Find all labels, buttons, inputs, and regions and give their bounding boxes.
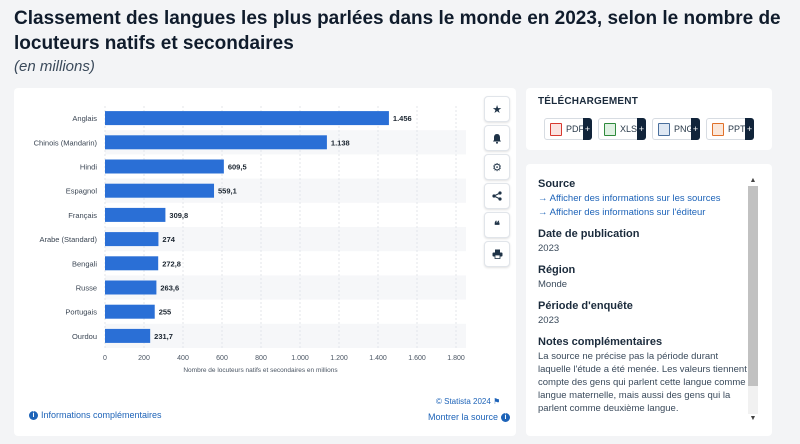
bar [105,111,389,126]
publisher-info-link[interactable]: → Afficher des informations sur l'éditeu… [538,207,706,218]
value-label: 309,8 [169,211,188,220]
date-value: 2023 [538,243,560,254]
scroll-thumb[interactable] [748,186,758,386]
x-tick-label: 1.600 [408,355,426,362]
scroll-up-icon[interactable]: ▲ [749,177,757,184]
page-subtitle: (en millions) [14,58,95,75]
copyright-link[interactable]: © Statista 2024 ⚑ [436,397,501,406]
x-tick-label: 200 [138,355,150,362]
bar [105,159,224,174]
x-tick-label: 1.800 [447,355,465,362]
plus-icon: + [691,118,700,140]
scroll-down-icon[interactable]: ▼ [749,415,757,422]
value-label: 231,7 [154,332,173,341]
source-panel: Source → Afficher des informations sur l… [526,164,772,436]
x-tick-label: 1.200 [330,355,348,362]
value-label: 272,8 [162,259,181,268]
chart-card: Anglais 1.456 Chinois (Mandarin) 1.138 Hindi… [14,88,516,436]
download-pdf-button[interactable]: PDF + [544,118,592,140]
bar [105,232,159,247]
gear-icon[interactable]: ⚙ [484,154,510,180]
show-source-link[interactable]: Montrer la source i [428,412,513,422]
bar [105,304,155,319]
bar [105,183,215,198]
row-band [105,323,466,348]
x-tick-label: 1.400 [369,355,387,362]
source-heading: Source [538,178,576,190]
period-heading: Période d'enquête [538,300,633,312]
category-label: Français [68,211,97,220]
x-tick-label: 0 [103,355,107,362]
pdf-file-icon [550,122,562,136]
category-label: Portugais [65,308,97,317]
value-label: 609,5 [228,163,247,172]
row-band [105,275,466,300]
notes-value: La source ne précise pas la période dura… [538,351,747,414]
category-label: Chinois (Mandarin) [34,138,98,147]
source-info-link[interactable]: → Afficher des informations sur les sour… [538,193,721,204]
x-axis-label: Nombre de locuteurs natifs et secondaire… [183,367,338,374]
category-label: Espagnol [66,187,98,196]
star-icon[interactable]: ★ [484,96,510,122]
row-band [105,227,466,252]
value-label: 274 [162,235,175,244]
x-tick-label: 600 [216,355,228,362]
plus-icon: + [583,118,592,140]
plus-icon: + [637,118,646,140]
bar [105,328,151,343]
more-info-link[interactable]: i Informations complémentaires [26,410,162,420]
value-label: 559,1 [218,187,237,196]
region-heading: Région [538,264,576,276]
print-icon[interactable] [484,241,510,267]
plus-icon: + [745,118,754,140]
bar [105,207,166,222]
bar [105,256,159,271]
bar [105,280,157,295]
info-icon: i [501,412,511,422]
page-title: Classement des langues les plus parlées … [14,8,781,54]
ppt-file-icon [712,122,724,136]
download-xls-button[interactable]: XLS + [598,118,646,140]
date-heading: Date de publication [538,228,640,240]
bar-chart: Anglais 1.456 Chinois (Mandarin) 1.138 Hindi… [34,106,466,374]
png-file-icon [658,122,670,136]
value-label: 1.138 [331,138,350,147]
download-panel: TÉLÉCHARGEMENT PDF + XLS + PNG + PPT + [526,88,772,150]
share-icon[interactable] [484,183,510,209]
info-icon: i [29,410,38,420]
download-png-button[interactable]: PNG + [652,118,700,140]
region-value: Monde [538,279,568,290]
source-scrollbar[interactable]: ▲ ▼ [748,176,758,426]
bar [105,135,327,150]
chart-toolbar: ★ ⚙ ❝ [484,96,510,270]
category-label: Hindi [80,163,97,172]
notes-heading: Notes complémentaires [538,336,663,348]
category-label: Ourdou [72,332,97,341]
value-label: 255 [159,308,172,317]
value-label: 263,6 [160,284,179,293]
period-value: 2023 [538,315,560,326]
quote-icon[interactable]: ❝ [484,212,510,238]
download-title: TÉLÉCHARGEMENT [538,96,639,107]
category-label: Bengali [72,259,97,268]
category-label: Arabe (Standard) [39,235,97,244]
x-tick-label: 400 [177,355,189,362]
x-tick-label: 800 [255,355,267,362]
value-label: 1.456 [393,114,412,123]
category-label: Russe [76,284,97,293]
bell-icon[interactable] [484,125,510,151]
download-ppt-button[interactable]: PPT + [706,118,754,140]
xls-file-icon [604,122,616,136]
x-tick-label: 1.000 [291,355,309,362]
category-label: Anglais [72,114,97,123]
